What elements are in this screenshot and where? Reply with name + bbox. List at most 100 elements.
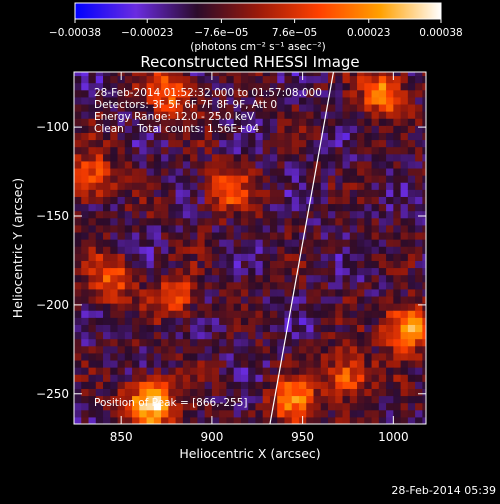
heatmap-cell	[371, 72, 380, 77]
heatmap-cell	[262, 217, 271, 226]
heatmap-cell	[422, 203, 426, 212]
heatmap-cell	[103, 125, 111, 133]
heatmap-cell	[226, 239, 235, 247]
heatmap-cell	[291, 367, 300, 375]
heatmap-cell	[364, 118, 373, 126]
heatmap-cell	[182, 288, 191, 297]
heatmap-cell	[233, 267, 242, 276]
heatmap-cell	[378, 139, 387, 148]
heatmap-cell	[74, 381, 82, 389]
heatmap-cell	[153, 182, 162, 190]
heatmap-cell	[197, 196, 206, 205]
heatmap-cell	[357, 345, 365, 354]
heatmap-cell	[88, 260, 97, 269]
heatmap-cell	[328, 310, 336, 318]
heatmap-cell	[233, 281, 242, 290]
heatmap-cell	[124, 104, 133, 112]
heatmap-cell	[74, 338, 82, 347]
heatmap-cell	[182, 253, 191, 261]
y-tick-label: −250	[36, 387, 69, 401]
heatmap-cell	[378, 331, 387, 340]
heatmap-cell	[269, 182, 278, 190]
heatmap-cell	[197, 217, 206, 226]
heatmap-cell	[219, 324, 227, 333]
heatmap-cell	[284, 203, 293, 212]
heatmap-cell	[204, 310, 213, 318]
heatmap-cell	[262, 125, 271, 133]
heatmap-cell	[110, 146, 119, 155]
heatmap-cell	[313, 331, 322, 340]
heatmap-cell	[81, 217, 90, 226]
heatmap-cell	[124, 310, 133, 318]
heatmap-cell	[386, 345, 394, 354]
heatmap-cell	[95, 196, 104, 205]
heatmap-cell	[219, 416, 227, 424]
heatmap-cell	[422, 182, 426, 190]
heatmap-cell	[357, 139, 365, 148]
heatmap-cell	[175, 352, 184, 361]
heatmap-cell	[357, 132, 365, 141]
heatmap-cell	[190, 89, 198, 98]
heatmap-cell	[291, 232, 300, 240]
heatmap-cell	[269, 111, 278, 119]
heatmap-cell	[422, 239, 426, 247]
heatmap-cell	[422, 331, 426, 340]
heatmap-cell	[175, 203, 184, 212]
colorbar-tick-label: 7.6e−05	[272, 27, 317, 39]
heatmap-cell	[386, 160, 394, 169]
heatmap-cell	[132, 89, 140, 98]
heatmap-cell	[335, 317, 344, 325]
heatmap-cell	[400, 402, 409, 411]
heatmap-cell	[386, 153, 394, 162]
heatmap-cell	[349, 310, 358, 318]
heatmap-cell	[357, 203, 365, 212]
heatmap-cell	[298, 82, 307, 91]
heatmap-cell	[219, 345, 227, 354]
heatmap-cell	[364, 260, 373, 269]
heatmap-cell	[139, 416, 148, 424]
heatmap-cell	[182, 118, 191, 126]
heatmap-cell	[103, 210, 111, 219]
heatmap-cell	[103, 175, 111, 183]
heatmap-cell	[103, 310, 111, 318]
heatmap-cell	[422, 175, 426, 183]
heatmap-cell	[422, 125, 426, 133]
heatmap-cell	[248, 217, 256, 226]
heatmap-cell	[349, 274, 358, 283]
heatmap-cell	[182, 125, 191, 133]
heatmap-cell	[407, 310, 416, 318]
heatmap-cell	[175, 360, 184, 368]
heatmap-cell	[219, 210, 227, 219]
heatmap-cell	[197, 345, 206, 354]
heatmap-cell	[386, 146, 394, 155]
heatmap-cell	[95, 232, 104, 240]
heatmap-cell	[211, 203, 220, 212]
heatmap-cell	[342, 281, 351, 290]
heatmap-cell	[132, 75, 140, 84]
heatmap-cell	[269, 303, 278, 311]
heatmap-cell	[291, 196, 300, 205]
heatmap-cell	[284, 409, 293, 418]
heatmap-cell	[386, 367, 394, 375]
heatmap-cell	[88, 118, 97, 126]
heatmap-cell	[168, 324, 177, 333]
heatmap-cell	[219, 409, 227, 418]
heatmap-cell	[95, 352, 104, 361]
heatmap-cell	[139, 196, 148, 205]
heatmap-cell	[233, 132, 242, 141]
heatmap-cell	[117, 89, 126, 98]
heatmap-cell	[400, 182, 409, 190]
heatmap-cell	[320, 160, 329, 169]
heatmap-cell	[393, 416, 402, 424]
heatmap-cell	[124, 274, 133, 283]
heatmap-cell	[277, 253, 286, 261]
heatmap-cell	[81, 281, 90, 290]
heatmap-cell	[88, 224, 97, 233]
heatmap-cell	[197, 317, 206, 325]
heatmap-cell	[248, 352, 256, 361]
heatmap-cell	[146, 296, 155, 304]
heatmap-cell	[415, 303, 423, 311]
heatmap-cell	[371, 352, 380, 361]
heatmap-cell	[349, 338, 358, 347]
heatmap-cell	[146, 310, 155, 318]
